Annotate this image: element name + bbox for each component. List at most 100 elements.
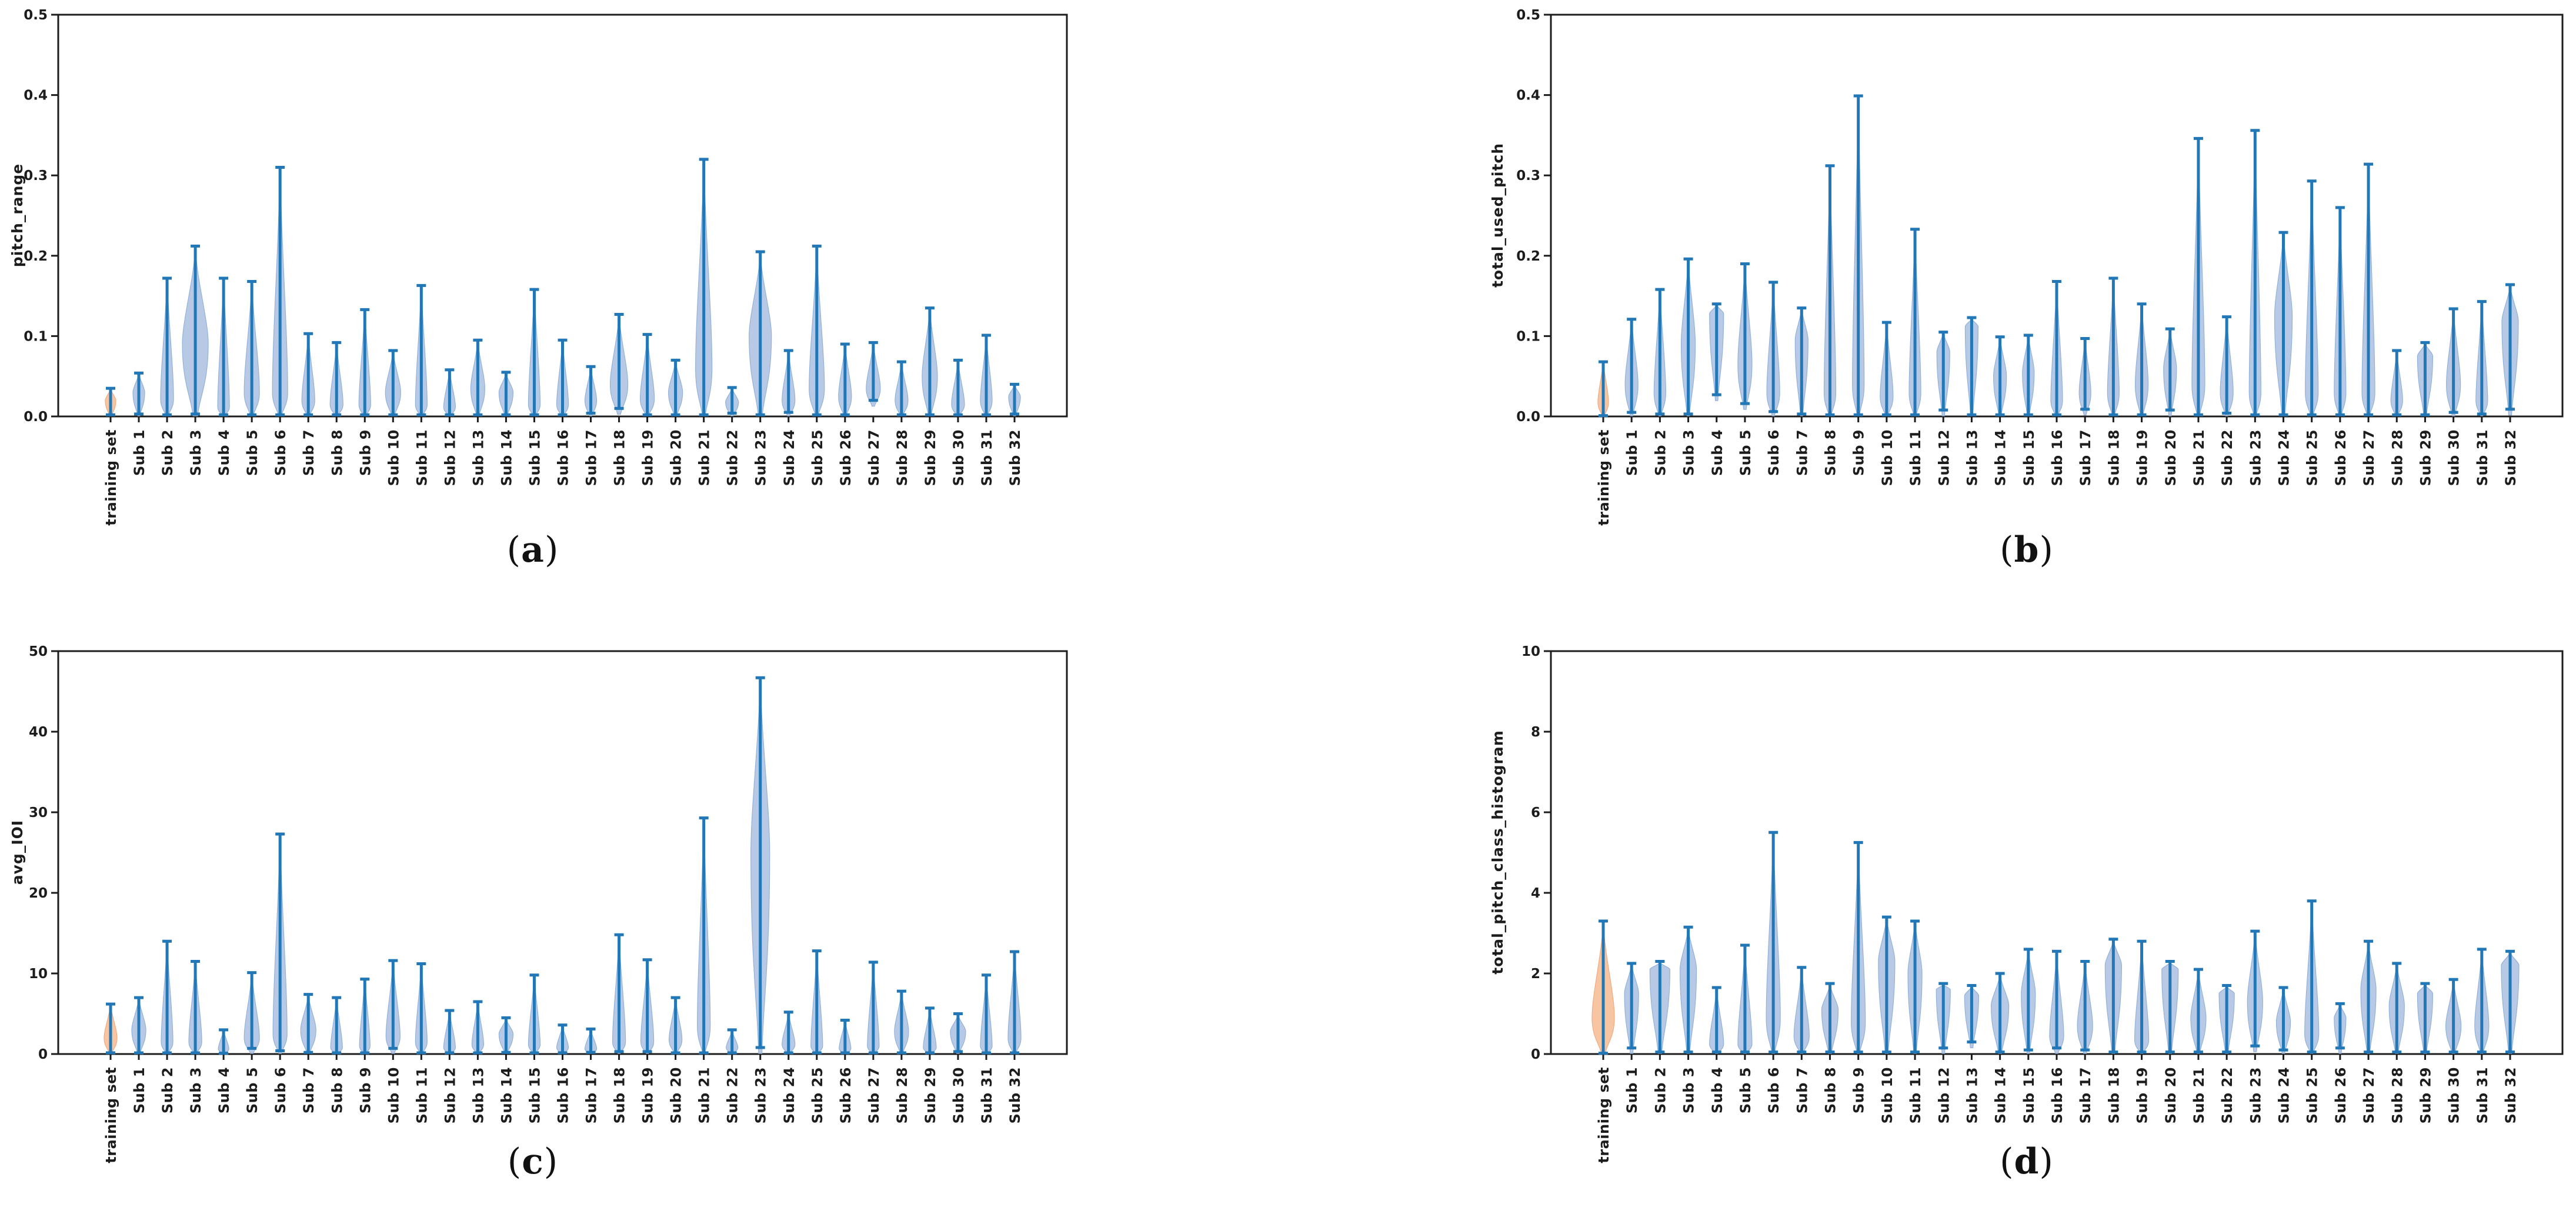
panel-c: 0 10 20 30 40 50 training set Sub 1 Sub 2 Sub 3 Su… — [0, 612, 1288, 1224]
y-tick-label: 0.3 — [24, 168, 48, 184]
category-label: Sub 24 — [2276, 1067, 2293, 1123]
category-label: Sub 16 — [2049, 429, 2066, 486]
category-label: Sub 10 — [1879, 429, 1896, 486]
category-label: Sub 25 — [2304, 429, 2321, 486]
category-label: Sub 14 — [498, 429, 515, 486]
category-label: Sub 18 — [2105, 429, 2122, 486]
y-tick-label: 10 — [29, 966, 48, 982]
category-label: Sub 27 — [2361, 429, 2377, 486]
category-label: Sub 6 — [272, 1067, 289, 1113]
category-label: Sub 23 — [753, 1067, 769, 1123]
y-tick-label: 0.2 — [1516, 249, 1540, 264]
y-tick-label: 8 — [1531, 725, 1540, 740]
y-tick-label: 30 — [29, 805, 48, 821]
category-label: Sub 4 — [216, 429, 232, 476]
y-tick-label: 0 — [1531, 1047, 1540, 1062]
category-label: Sub 2 — [159, 1067, 176, 1113]
violin-chart-total-used-pitch: 0.0 0.1 0.2 0.3 0.4 0.5 training set Sub 1 Sub 2… — [1516, 8, 2564, 526]
category-label: Sub 25 — [2304, 1067, 2321, 1123]
category-label: Sub 7 — [1794, 429, 1810, 476]
category-label: Sub 6 — [1766, 1067, 1782, 1113]
category-label: Sub 10 — [385, 429, 402, 486]
y-tick-label: 0 — [38, 1047, 48, 1062]
caption-paren-close: ) — [544, 529, 559, 571]
category-label: training set — [103, 429, 119, 526]
category-label: Sub 15 — [526, 429, 543, 486]
category-label: Sub 12 — [442, 429, 458, 486]
category-label: Sub 14 — [1993, 429, 2009, 486]
category-label: Sub 12 — [1936, 1067, 1952, 1123]
category-label: Sub 20 — [2163, 429, 2179, 486]
y-tick-label: 0.0 — [1516, 409, 1540, 425]
category-label: Sub 8 — [1823, 1067, 1839, 1113]
category-label: Sub 6 — [272, 429, 289, 476]
caption-paren-close: ) — [543, 1141, 559, 1182]
category-label: Sub 7 — [1794, 1067, 1810, 1113]
panel-d: 0 2 4 6 8 10 training set Sub 1 Sub 2 Sub 3 Sub 4 S… — [1288, 612, 2576, 1224]
category-label: Sub 26 — [837, 1067, 854, 1123]
category-label: Sub 7 — [301, 429, 317, 476]
category-label: Sub 30 — [2446, 1067, 2462, 1123]
category-label: Sub 23 — [753, 429, 769, 486]
y-tick-label: 0.4 — [24, 88, 48, 104]
category-label: Sub 10 — [1879, 1067, 1896, 1123]
category-label: Sub 8 — [329, 429, 345, 476]
category-label: Sub 9 — [357, 1067, 373, 1113]
category-label: training set — [1596, 1067, 1612, 1163]
category-label: Sub 13 — [470, 429, 486, 486]
category-label: Sub 23 — [2247, 1067, 2264, 1123]
category-label: Sub 30 — [2446, 429, 2462, 486]
y-tick-label: 0.4 — [1516, 88, 1540, 104]
category-label: Sub 22 — [725, 429, 741, 486]
category-label: Sub 2 — [1652, 429, 1669, 476]
y-tick-label: 0.3 — [1516, 168, 1540, 184]
category-label: Sub 19 — [640, 429, 656, 486]
panel-caption-d: (d) — [1962, 1141, 2091, 1182]
category-label: Sub 2 — [1652, 1067, 1669, 1113]
y-tick-label: 6 — [1531, 805, 1540, 821]
category-label: training set — [103, 1067, 119, 1163]
category-label: Sub 11 — [1907, 429, 1924, 486]
panel-b: 0.0 0.1 0.2 0.3 0.4 0.5 training set Sub 1 Sub 2… — [1288, 0, 2576, 612]
category-label: Sub 17 — [583, 429, 600, 486]
category-label: Sub 22 — [2219, 1067, 2235, 1123]
category-label: Sub 3 — [188, 1067, 204, 1113]
panel-caption-c: (c) — [468, 1141, 598, 1182]
y-tick-label: 0.0 — [24, 409, 48, 425]
panel-caption-a: (a) — [468, 529, 598, 571]
category-label: Sub 25 — [809, 1067, 826, 1123]
category-label: Sub 22 — [725, 1067, 741, 1123]
category-label: Sub 26 — [837, 429, 854, 486]
y-tick-label: 0.5 — [1516, 8, 1540, 23]
category-label: Sub 4 — [216, 1067, 232, 1113]
caption-paren-close: ) — [2039, 1141, 2054, 1182]
category-label: Sub 19 — [2134, 429, 2151, 486]
category-label: Sub 16 — [555, 429, 572, 486]
y-tick-label: 0.5 — [24, 8, 48, 23]
caption-letter: c — [522, 1141, 544, 1182]
caption-letter: d — [2014, 1141, 2040, 1182]
category-label: Sub 11 — [413, 429, 430, 486]
category-label: Sub 8 — [329, 1067, 345, 1113]
plot-border — [57, 650, 1068, 1055]
category-label: Sub 23 — [2247, 429, 2264, 486]
category-label: Sub 32 — [1007, 1067, 1023, 1123]
category-label: Sub 19 — [640, 1067, 656, 1123]
category-label: Sub 26 — [2333, 429, 2349, 486]
y-tick-label: 4 — [1531, 886, 1540, 901]
category-label: Sub 1 — [1624, 1067, 1640, 1113]
y-tick-label: 50 — [29, 644, 48, 659]
category-label: Sub 4 — [1709, 1067, 1726, 1113]
category-label: Sub 29 — [922, 429, 939, 486]
y-tick-label: 10 — [1521, 644, 1540, 659]
category-label: Sub 11 — [1907, 1067, 1924, 1123]
category-label: Sub 24 — [2276, 429, 2293, 486]
category-label: Sub 31 — [2474, 429, 2491, 486]
y-tick-label: 0.1 — [1516, 329, 1540, 344]
category-label: Sub 9 — [1851, 429, 1867, 476]
category-label: Sub 6 — [1766, 429, 1782, 476]
y-axis-label-total-pitch-class-histogram: total_pitch_class_histogram — [1489, 730, 1506, 975]
category-label: Sub 28 — [894, 1067, 910, 1123]
category-label: Sub 4 — [1709, 429, 1726, 476]
category-label: Sub 5 — [244, 429, 261, 476]
